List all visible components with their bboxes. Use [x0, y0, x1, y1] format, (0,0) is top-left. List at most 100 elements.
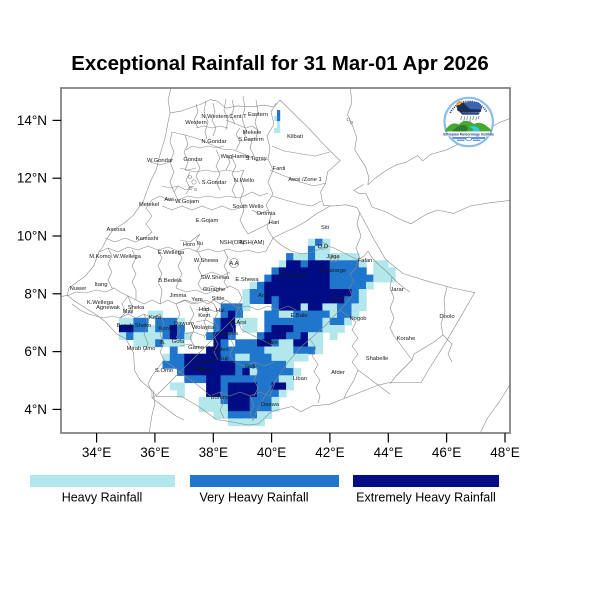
svg-text:S.Tigray: S.Tigray [245, 156, 266, 162]
svg-text:S.Omo: S.Omo [155, 368, 173, 374]
svg-text:S.Eastern: S.Eastern [238, 137, 263, 143]
svg-text:W.Gojam: W.Gojam [175, 199, 199, 205]
svg-text:Ethiopian Meteorology Institut: Ethiopian Meteorology Institute [443, 133, 494, 137]
svg-text:K.Wellega: K.Wellega [87, 300, 114, 306]
svg-text:Sidama: Sidama [218, 331, 238, 337]
svg-text:Western: Western [185, 120, 206, 126]
svg-text:S.Gondar: S.Gondar [202, 180, 227, 186]
svg-text:Afder: Afder [331, 370, 345, 376]
svg-text:South Wello: South Wello [232, 204, 263, 210]
svg-text:38°E: 38°E [199, 445, 228, 460]
svg-text:14°N: 14°N [17, 113, 47, 128]
svg-text:W.Hararge: W.Hararge [279, 273, 307, 279]
svg-text:B.: B. [160, 340, 166, 346]
svg-text:Kem.: Kem. [198, 313, 212, 319]
svg-text:Metekel: Metekel [139, 202, 159, 208]
svg-text:NSH(AM): NSH(AM) [240, 240, 265, 246]
svg-text:N.Wello: N.Wello [234, 178, 254, 184]
svg-text:48°E: 48°E [490, 445, 519, 460]
svg-text:Gedeo: Gedeo [211, 347, 228, 353]
svg-text:B.Bedela: B.Bedela [158, 278, 182, 284]
svg-text:E.Shewa: E.Shewa [235, 277, 259, 283]
svg-text:Fafan: Fafan [358, 258, 373, 264]
svg-text:Kefa: Kefa [149, 315, 162, 321]
svg-text:Siti: Siti [321, 225, 329, 231]
svg-text:Agnewak: Agnewak [96, 305, 120, 311]
svg-text:Guraghe: Guraghe [203, 287, 226, 293]
svg-text:Cent.T: Cent.T [229, 114, 247, 120]
svg-text:Very Heavy Rainfall: Very Heavy Rainfall [199, 491, 308, 505]
svg-text:Bench Sheko: Bench Sheko [117, 323, 151, 329]
svg-text:Bale: Bale [266, 340, 278, 346]
svg-text:6°N: 6°N [24, 344, 47, 359]
svg-text:W.Gondar: W.Gondar [147, 158, 173, 164]
svg-text:8°N: 8°N [24, 286, 47, 301]
svg-text:Liban: Liban [293, 376, 307, 382]
svg-text:34°E: 34°E [82, 445, 111, 460]
svg-text:Kilbati: Kilbati [287, 134, 303, 140]
svg-text:Doolo: Doolo [439, 314, 454, 320]
svg-text:Oromia: Oromia [256, 211, 276, 217]
svg-text:E.Hararge: E.Hararge [320, 268, 346, 274]
svg-text:12°N: 12°N [17, 171, 47, 186]
svg-text:W.Wellega: W.Wellega [113, 254, 141, 260]
svg-text:Extremely Heavy Rainfall: Extremely Heavy Rainfall [356, 491, 496, 505]
svg-text:Hari: Hari [269, 220, 280, 226]
svg-text:4°N: 4°N [24, 402, 47, 417]
svg-text:N.Western: N.Western [201, 114, 228, 120]
svg-text:D.D: D.D [318, 244, 328, 250]
svg-text:Yem: Yem [191, 297, 203, 303]
svg-text:Eastern: Eastern [248, 112, 268, 118]
svg-text:Guji: Guji [245, 364, 255, 370]
svg-text:Korahe: Korahe [397, 336, 416, 342]
svg-text:Jimma: Jimma [169, 293, 187, 299]
svg-text:Jijiga: Jijiga [326, 254, 340, 260]
svg-text:40°E: 40°E [257, 445, 286, 460]
svg-text:Borena: Borena [211, 395, 230, 401]
svg-text:Maji: Maji [123, 309, 134, 315]
svg-text:Nogob: Nogob [349, 316, 366, 322]
svg-text:Assosa: Assosa [106, 227, 126, 233]
svg-text:W.Guji: W.Guji [211, 356, 228, 362]
svg-text:Hal.: Hal. [216, 308, 227, 314]
svg-text:N.Gondar: N.Gondar [201, 139, 226, 145]
svg-text:Mirab Omo: Mirab Omo [127, 346, 156, 352]
svg-text:44°E: 44°E [374, 445, 403, 460]
svg-text:A.A: A.A [229, 261, 238, 267]
svg-text:Jarar: Jarar [390, 287, 403, 293]
svg-text:Daawa: Daawa [261, 402, 280, 408]
svg-text:Gondar: Gondar [183, 157, 202, 163]
svg-text:Sheka: Sheka [128, 305, 145, 311]
svg-text:Heavy Rainfall: Heavy Rainfall [62, 491, 143, 505]
svg-text:10°N: 10°N [17, 229, 47, 244]
svg-text:E.Bale: E.Bale [290, 313, 307, 319]
svg-text:M.Komo: M.Komo [89, 254, 111, 260]
svg-text:Ilu: Ilu [197, 241, 203, 247]
svg-text:36°E: 36°E [140, 445, 169, 460]
svg-text:Wolayita: Wolayita [192, 325, 215, 331]
svg-text:SW.Shewa: SW.Shewa [201, 275, 230, 281]
svg-text:E.Wellega: E.Wellega [158, 250, 185, 256]
svg-text:E.Gojam: E.Gojam [196, 218, 219, 224]
svg-text:Kore: Kore [192, 366, 204, 372]
svg-text:Burji: Burji [199, 368, 211, 374]
svg-text:NSH(OR): NSH(OR) [220, 240, 245, 246]
svg-text:Shabelle: Shabelle [366, 356, 389, 362]
svg-text:W.Shewa: W.Shewa [194, 258, 219, 264]
svg-text:Mekele: Mekele [243, 130, 262, 136]
svg-text:Fanti: Fanti [273, 166, 286, 172]
svg-text:Gofa: Gofa [172, 339, 185, 345]
svg-text:42°E: 42°E [315, 445, 344, 460]
svg-text:Itang: Itang [95, 282, 108, 288]
svg-text:W.Arsi: W.Arsi [230, 320, 247, 326]
svg-text:Erer: Erer [333, 296, 344, 302]
svg-text:Sittie: Sittie [212, 296, 225, 302]
svg-text:Nuwer: Nuwer [70, 286, 87, 292]
svg-text:Had.: Had. [199, 307, 212, 313]
svg-text:Awsi /Zone 1: Awsi /Zone 1 [288, 177, 321, 183]
svg-text:WagHamra: WagHamra [220, 154, 250, 160]
svg-text:Dawuro: Dawuro [174, 321, 194, 327]
svg-text:Awi: Awi [164, 197, 173, 203]
svg-text:Gamo: Gamo [188, 345, 204, 351]
svg-text:Kamashi: Kamashi [136, 236, 159, 242]
